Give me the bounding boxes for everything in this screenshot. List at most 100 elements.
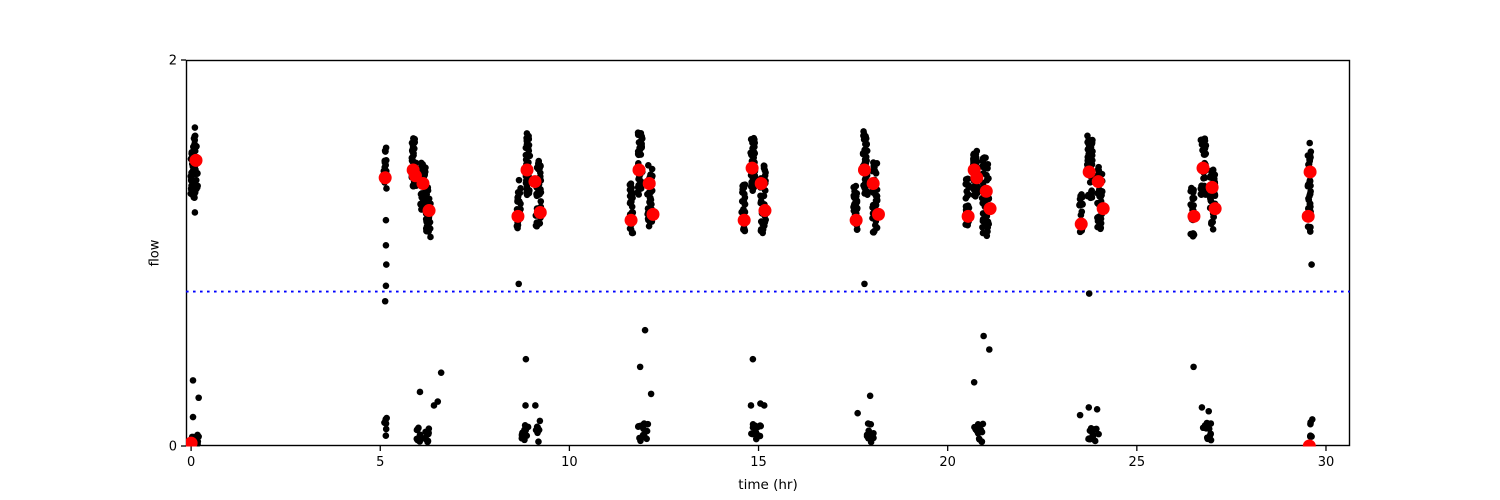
y-tick-label: 2 (169, 54, 177, 69)
event-marker-point (642, 177, 656, 191)
scatter-point (873, 224, 881, 232)
scatter-point (965, 204, 973, 212)
scatter-point (647, 194, 654, 202)
scatter-point (419, 161, 426, 169)
scatter-point (1086, 435, 1094, 443)
event-marker-point (1303, 165, 1317, 179)
scatter-point (410, 144, 417, 152)
scatter-point (536, 417, 544, 425)
scatter-point (191, 209, 199, 216)
scatter-point (964, 221, 971, 229)
scatter-point (425, 429, 432, 437)
scatter-point (381, 297, 389, 305)
event-marker-point (624, 213, 638, 227)
scatter-point (870, 434, 877, 442)
scatter-point (863, 432, 871, 440)
scatter-point (1307, 420, 1314, 428)
scatter-point (757, 197, 765, 205)
scatter-point (647, 390, 655, 398)
scatter-point (1198, 182, 1206, 190)
scatter-point (1089, 156, 1096, 164)
scatter-point (872, 201, 880, 209)
scatter-point (1306, 177, 1314, 184)
scatter-point (971, 156, 978, 164)
scatter-point (643, 427, 651, 435)
event-marker-point (1205, 180, 1219, 194)
scatter-point (862, 140, 869, 148)
scatter-point (648, 201, 655, 208)
scatter-point (1088, 187, 1096, 194)
scatter-point (638, 133, 645, 140)
scatter-point (749, 138, 757, 145)
scatter-point (514, 221, 522, 229)
scatter-point (979, 223, 986, 231)
scatter-point (1198, 404, 1206, 411)
scatter-point (986, 346, 993, 353)
event-marker-point (533, 205, 547, 219)
scatter-point (1096, 192, 1104, 200)
event-marker-point (1301, 209, 1315, 223)
scatter-point (977, 426, 985, 434)
scatter-point (640, 420, 648, 427)
scatter-point (189, 190, 196, 198)
scatter-point (850, 207, 858, 215)
scatter-point (526, 152, 534, 160)
scatter-point (533, 222, 541, 230)
scatter-point (979, 216, 987, 223)
scatter-point (1208, 218, 1215, 226)
scatter-point (852, 182, 860, 190)
scatter-point (1095, 163, 1102, 171)
scatter-point (636, 363, 644, 371)
scatter-point (1205, 407, 1213, 415)
scatter-point (423, 191, 430, 198)
scatter-point (1187, 187, 1194, 195)
scatter-point (1203, 419, 1211, 427)
scatter-point (1210, 213, 1217, 221)
event-marker-point (186, 436, 198, 447)
scatter-point (1085, 404, 1093, 411)
scatter-point (866, 392, 874, 400)
scatter-point (865, 427, 873, 434)
scatter-point (382, 432, 390, 440)
scatter-point (1078, 192, 1085, 199)
event-marker-point (1196, 161, 1210, 175)
scatter-point (859, 150, 867, 158)
scatter-point (190, 143, 197, 151)
scatter-point (1199, 424, 1207, 432)
scatter-point (1091, 437, 1099, 445)
event-marker-point (737, 213, 751, 227)
event-marker-point (511, 209, 525, 223)
scatter-point (860, 130, 868, 138)
scatter-point (747, 402, 755, 409)
scatter-point (982, 154, 989, 162)
scatter-point (760, 402, 768, 409)
scatter-point (1190, 363, 1197, 371)
scatter-point (749, 430, 756, 438)
scatter-point (523, 137, 531, 145)
scatter-point (1306, 190, 1314, 198)
scatter-point (641, 433, 648, 441)
scatter-points (186, 124, 1317, 447)
scatter-point (1201, 151, 1209, 158)
scatter-point (411, 138, 418, 145)
scatter-point (749, 355, 757, 363)
scatter-point (628, 203, 636, 210)
x-tick-label: 15 (750, 455, 767, 470)
scatter-point (534, 424, 542, 431)
scatter-point (1078, 208, 1086, 215)
scatter-point (641, 326, 649, 334)
scatter-point (854, 409, 861, 417)
scatter-point (762, 169, 769, 176)
scatter-point (971, 423, 978, 431)
scatter-point (382, 241, 390, 249)
scatter-point (1087, 425, 1095, 432)
scatter-point (752, 435, 760, 443)
scatter-point (1304, 223, 1312, 230)
scatter-point (1197, 190, 1205, 198)
scatter-point (1189, 230, 1197, 237)
event-marker-point (632, 163, 646, 177)
scatter-point (975, 435, 983, 443)
scatter-point (645, 222, 653, 230)
scatter-point (1306, 139, 1314, 147)
